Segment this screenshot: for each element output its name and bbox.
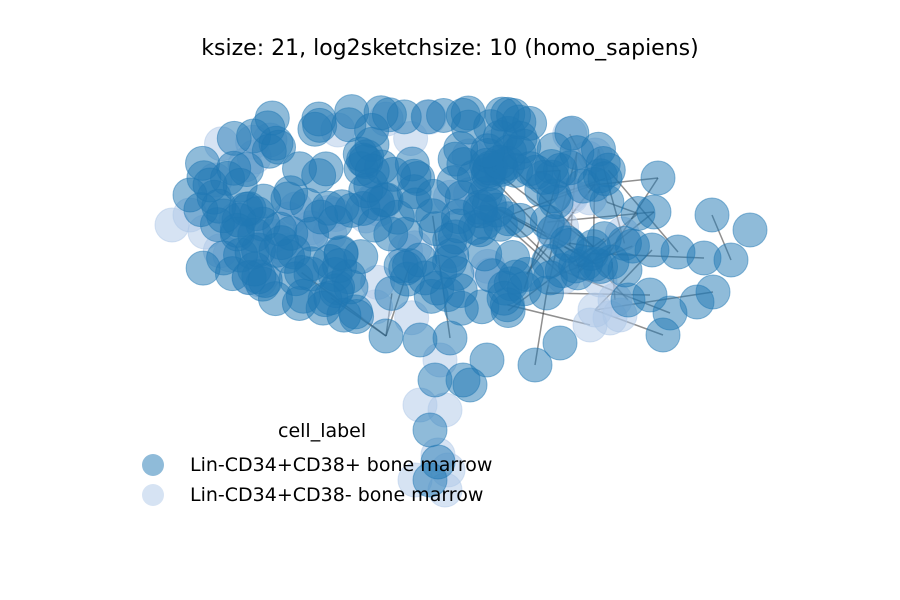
node-cd38-plus (432, 222, 468, 258)
legend-label-cd38-minus: Lin-CD34+CD38- bone marrow (190, 484, 484, 506)
node-cd38-plus (354, 153, 390, 189)
node-cd38-plus (324, 189, 360, 225)
node-cd38-plus (185, 250, 221, 286)
node-cd38-plus (559, 135, 595, 171)
node-cd38-plus (216, 120, 252, 156)
node-cd38-plus (509, 256, 545, 292)
node-cd38-plus (246, 183, 282, 219)
node-cd38-plus (363, 95, 399, 131)
node-cd38-plus (443, 290, 479, 326)
node-cd38-plus (261, 129, 297, 165)
node-cd38-plus (402, 322, 438, 358)
node-cd38-plus (420, 444, 456, 480)
node-cd38-plus (484, 96, 520, 132)
node-cd38-plus (254, 100, 290, 136)
node-cd38-plus (368, 318, 404, 354)
node-cd38-plus (388, 216, 424, 252)
node-cd38-plus (590, 152, 626, 188)
node-cd38-plus (305, 290, 341, 326)
figure-title: ksize: 21, log2sketchsize: 10 (homo_sapi… (201, 36, 699, 61)
node-cd38-plus (469, 342, 505, 378)
node-cd38-plus (417, 362, 453, 398)
node-cd38-plus (713, 242, 749, 278)
node-cd38-plus (432, 320, 468, 356)
node-cd38-plus (415, 178, 451, 214)
node-cd38-plus (542, 325, 578, 361)
legend-label-cd38-plus: Lin-CD34+CD38+ bone marrow (190, 454, 493, 476)
node-cd38-plus (610, 282, 646, 318)
node-cd38-plus (206, 198, 242, 234)
node-cd38-plus (450, 109, 486, 145)
node-cd38-plus (192, 167, 228, 203)
node-cd38-plus (273, 215, 309, 251)
legend-title: cell_label (278, 420, 367, 442)
legend-entry-cd38-plus: Lin-CD34+CD38+ bone marrow (140, 452, 492, 478)
node-cd38-plus (412, 412, 448, 448)
node-cd38-plus (302, 107, 338, 143)
node-cd38-plus (732, 212, 768, 248)
node-cd38-plus (645, 317, 681, 353)
node-cd38-plus (640, 160, 676, 196)
node-cd38-plus (237, 251, 273, 287)
node-cd38-plus (536, 214, 572, 250)
node-cd38-plus (357, 207, 393, 243)
node-layer (154, 94, 768, 508)
node-cd38-plus (282, 151, 318, 187)
legend-marker-cd38-plus (142, 454, 164, 476)
node-cd38-plus (694, 197, 730, 233)
node-cd38-plus (471, 187, 507, 223)
legend-marker-cd38-minus (142, 484, 164, 506)
node-cd38-plus (517, 347, 553, 383)
node-cd38-plus (512, 151, 548, 187)
node-cd38-plus (636, 194, 672, 230)
node-cd38-plus (575, 229, 611, 265)
node-cd38-plus (323, 235, 359, 271)
legend-entry-cd38-minus: Lin-CD34+CD38- bone marrow (140, 482, 483, 508)
node-cd38-plus (607, 252, 643, 288)
node-cd38-plus (410, 99, 446, 135)
